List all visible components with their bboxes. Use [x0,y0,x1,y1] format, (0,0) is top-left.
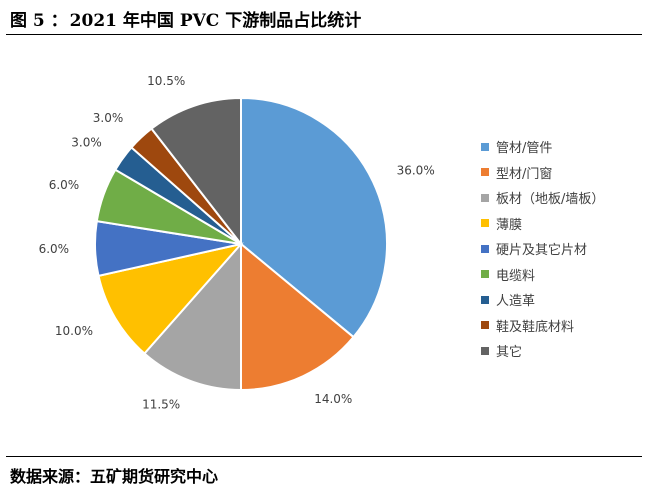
data-label-8: 10.5% [147,74,185,88]
legend-item-5: 电缆料 [481,262,604,288]
legend-item-3: 薄膜 [481,211,604,237]
chart-title: 2021 年中国 PVC 下游制品占比统计 [69,11,362,31]
legend-swatch [481,244,489,253]
legend-swatch [481,321,489,330]
legend-label: 硬片及其它片材 [496,243,588,259]
legend-item-1: 型材/门窗 [481,160,604,186]
data-label-2: 11.5% [142,397,180,411]
legend-swatch [481,142,489,151]
title-divider [6,34,642,35]
legend-swatch [481,168,489,177]
legend-label: 电缆料 [496,268,536,284]
data-label-6: 3.0% [71,135,102,149]
data-label-0: 36.0% [397,163,435,177]
pie-slice-3 [97,242,244,355]
legend-item-7: 鞋及鞋底材料 [481,313,604,339]
legend-item-4: 硬片及其它片材 [481,236,604,262]
legend-label: 鞋及鞋底材料 [496,319,575,335]
legend-swatch [481,193,489,202]
footer-divider [6,456,642,457]
figure-title: 图 5 ： 2021 年中国 PVC 下游制品占比统计 [10,6,361,31]
legend-item-8: 其它 [481,338,604,364]
legend-swatch [481,295,489,304]
legend-item-2: 板材（地板/墙板） [481,185,604,211]
pie-slices [94,96,388,392]
data-label-5: 6.0% [49,178,80,192]
figure-label: 图 5 ： [10,11,68,31]
data-label-7: 3.0% [93,111,124,125]
data-labels: 36.0% 14.0% 11.5% 10.0% 6.0% 6.0% 3.0% 3.0% 10.5… [39,74,435,412]
legend-swatch [481,346,489,355]
pie-slice-1 [240,241,355,392]
pie-slice-2 [143,241,242,392]
legend-label: 薄膜 [496,217,523,233]
data-label-3: 10.0% [55,324,93,338]
data-label-1: 14.0% [314,392,352,406]
data-label-4: 6.0% [39,242,70,256]
source-note: 数据来源：五矿期货研究中心 [10,467,219,486]
legend-swatch [481,270,489,279]
legend-label: 人造革 [496,294,536,310]
pie-slice-0 [240,96,388,339]
legend-label: 板材（地板/墙板） [496,192,605,208]
chart-legend: 管材/管件型材/门窗板材（地板/墙板） 薄膜硬片及其它片材 电缆料人造革鞋及鞋底材料… [481,134,604,364]
legend-label: 其它 [496,345,523,361]
legend-item-0: 管材/管件 [481,134,604,160]
legend-item-6: 人造革 [481,287,604,313]
pie-slice-8 [150,96,242,247]
legend-label: 型材/门窗 [496,166,553,182]
legend-swatch [481,219,489,228]
legend-label: 管材/管件 [496,141,553,157]
